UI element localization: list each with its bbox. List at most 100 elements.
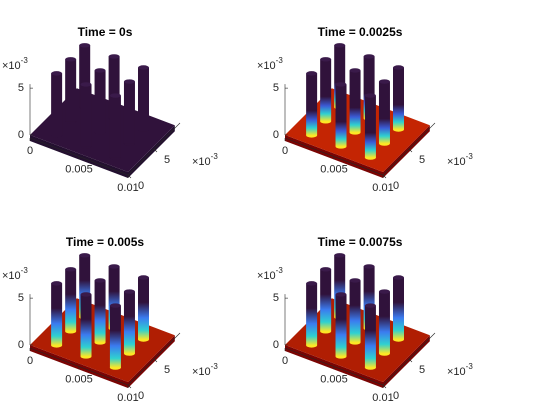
z-exponent: ×10-3 <box>2 56 28 72</box>
pillar <box>363 266 375 329</box>
pillar-top <box>349 278 361 283</box>
pillar <box>80 294 92 357</box>
x-tick-label: 0.01 <box>117 392 138 404</box>
pillar-top <box>80 292 92 297</box>
y-tick-label: 5 <box>164 154 170 166</box>
z-tick-label: 5 <box>18 82 24 94</box>
y-tick-label: 5 <box>419 364 425 376</box>
exponent-base: ×10 <box>447 366 466 378</box>
subplot-title: Time = 0.005s <box>66 235 144 249</box>
pillar-top <box>393 65 404 70</box>
pillar-top <box>94 68 106 73</box>
exponent-base: ×10 <box>257 270 276 282</box>
pillar <box>334 255 346 318</box>
pillar <box>123 291 135 354</box>
exponent-power: -3 <box>21 266 29 275</box>
pillar-top <box>363 54 375 59</box>
z-exponent: ×10-3 <box>2 266 28 282</box>
exponent-base: ×10 <box>447 156 466 168</box>
y-tick <box>127 384 132 389</box>
y-tick-label: 0 <box>138 390 144 402</box>
pillar <box>393 277 404 340</box>
x-tick-label: 0 <box>282 145 288 157</box>
z-exponent: ×10-3 <box>257 56 283 72</box>
z-tick-label: 0 <box>273 339 279 351</box>
pillar-top <box>138 275 149 280</box>
pillar-top <box>123 289 135 294</box>
pillar <box>108 266 120 329</box>
y-tick <box>153 358 158 363</box>
pillar <box>320 269 332 332</box>
pillar-top <box>306 71 318 76</box>
z-tick-label: 0 <box>18 129 24 141</box>
x-tick-label: 0.01 <box>372 182 393 194</box>
subplot-title: Time = 0.0025s <box>318 25 403 39</box>
x-tick-label: 0.005 <box>65 373 93 385</box>
pillar <box>364 305 376 368</box>
pillar <box>94 70 106 133</box>
pillar <box>393 67 404 130</box>
pillar-top <box>51 71 63 76</box>
exponent-power: -3 <box>466 362 474 371</box>
y-exponent: ×10-3 <box>447 152 473 168</box>
pillar <box>65 59 77 122</box>
pillar-top <box>51 281 63 286</box>
pillar <box>364 95 376 158</box>
pillar <box>335 84 347 147</box>
exponent-base: ×10 <box>192 366 211 378</box>
y-tick <box>382 384 387 389</box>
pillar <box>378 81 390 144</box>
exponent-power: -3 <box>21 56 29 65</box>
x-tick-label: 0.01 <box>117 182 138 194</box>
pillar-top <box>79 253 91 258</box>
pillar-top <box>109 93 121 98</box>
pillar <box>80 84 92 147</box>
y-exponent: ×10-3 <box>192 362 218 378</box>
pillar <box>349 280 361 343</box>
pillar-top <box>335 292 347 297</box>
exponent-base: ×10 <box>2 60 21 72</box>
pillar-top <box>320 57 332 62</box>
pillar <box>108 56 120 119</box>
pillar <box>306 283 318 346</box>
y-tick-label: 5 <box>419 154 425 166</box>
pillar-top <box>94 278 106 283</box>
pillar <box>138 277 149 340</box>
y-tick <box>408 358 413 363</box>
pillar-top <box>364 93 376 98</box>
pillar-top <box>334 253 346 258</box>
subplot-title: Time = 0s <box>78 25 133 39</box>
y-tick <box>382 174 387 179</box>
z-tick-label: 0 <box>273 129 279 141</box>
y-tick-label: 0 <box>393 180 399 192</box>
pillar <box>138 67 149 130</box>
pillar-top <box>364 303 376 308</box>
pillar-top <box>335 82 347 87</box>
pillar <box>306 73 318 136</box>
pillar-top <box>108 54 120 59</box>
pillar <box>79 45 91 108</box>
pillar-top <box>349 68 361 73</box>
pillar-top <box>378 79 390 84</box>
exponent-power: -3 <box>276 56 284 65</box>
z-tick-label: 5 <box>273 82 279 94</box>
y-tick <box>127 174 132 179</box>
x-tick-label: 0.01 <box>372 392 393 404</box>
exponent-base: ×10 <box>192 156 211 168</box>
pillar-top <box>138 65 149 70</box>
exponent-base: ×10 <box>2 270 21 282</box>
pillar-top <box>65 57 77 62</box>
pillar <box>320 59 332 122</box>
pillar-top <box>393 275 404 280</box>
pillar <box>378 291 390 354</box>
x-tick-label: 0 <box>282 355 288 367</box>
pillar-top <box>109 303 121 308</box>
x-tick-label: 0 <box>27 145 33 157</box>
pillar-top <box>363 264 375 269</box>
pillar <box>94 280 106 343</box>
